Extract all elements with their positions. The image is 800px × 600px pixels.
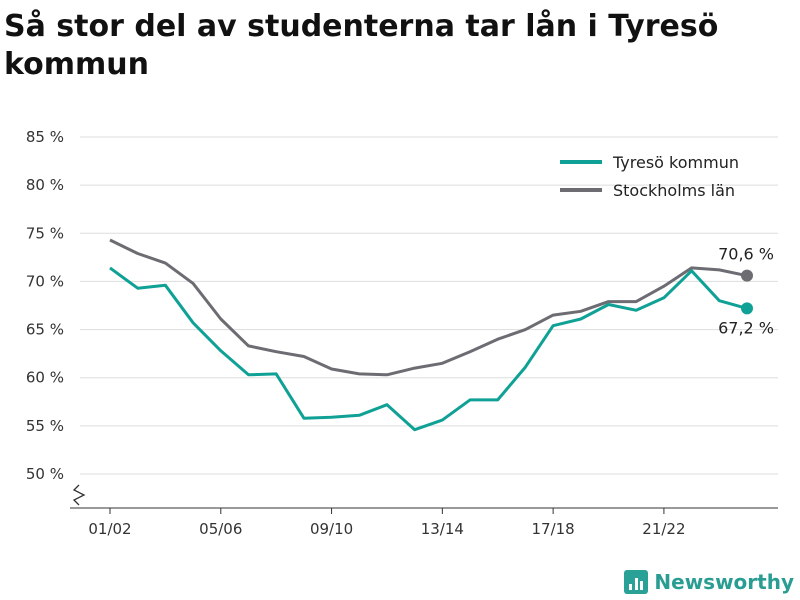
bar-chart-icon: [624, 570, 649, 594]
end-point: [741, 269, 753, 282]
y-tick-label: 60 %: [26, 369, 64, 387]
legend: Tyresö kommun Stockholms län: [560, 153, 739, 200]
grid-lines: [80, 136, 778, 475]
x-tick-label: 09/10: [310, 520, 353, 538]
y-tick-label: 80 %: [26, 176, 64, 194]
end-point: [741, 302, 753, 315]
end-label: 67,2 %: [718, 318, 774, 337]
y-tick-label: 55 %: [26, 417, 64, 435]
axis-break-marker: [72, 484, 86, 506]
end-labels: 70,6 % 67,2 %: [718, 245, 774, 338]
y-tick-labels: 50 % 55 % 60 % 65 % 70 % 75 % 80 % 85 %: [26, 128, 64, 483]
x-tick-label: 01/02: [88, 520, 131, 538]
end-label: 70,6 %: [718, 245, 774, 264]
newsworthy-logo: Newsworthy: [624, 570, 794, 594]
series-line: [109, 238, 748, 377]
y-tick-label: 65 %: [26, 321, 64, 339]
chart-title: Så stor del av studenterna tar lån i Tyr…: [4, 9, 719, 82]
legend-label: Tyresö kommun: [612, 153, 739, 172]
y-tick-label: 70 %: [26, 272, 64, 290]
x-tick-label: 21/22: [642, 520, 685, 538]
x-axis: [70, 484, 778, 514]
y-tick-label: 75 %: [26, 224, 64, 242]
x-tick-label: 17/18: [532, 520, 575, 538]
x-tick-labels: 01/02 05/06 09/10 13/14 17/18 21/22: [88, 520, 685, 538]
series-line: [109, 266, 748, 432]
series-lines: [109, 238, 753, 432]
x-tick-label: 13/14: [421, 520, 464, 538]
y-tick-label: 50 %: [26, 465, 64, 483]
brand-name: Newsworthy: [654, 570, 794, 594]
y-tick-label: 85 %: [26, 128, 64, 146]
legend-label: Stockholms län: [613, 181, 735, 200]
x-tick-label: 05/06: [199, 520, 242, 538]
